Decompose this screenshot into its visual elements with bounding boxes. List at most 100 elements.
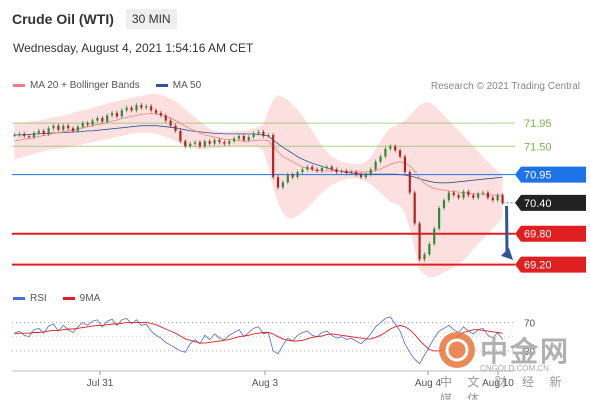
candle-body <box>76 126 79 131</box>
candle-body <box>140 105 143 108</box>
candle-body <box>242 136 245 141</box>
candle-body <box>423 254 426 260</box>
candle-body <box>452 192 455 196</box>
main-legend: MA 20 + Bollinger Bands MA 50 <box>13 80 217 91</box>
ma20-line <box>14 112 503 196</box>
candle-body <box>350 172 353 174</box>
candle-body <box>174 125 177 131</box>
level-tag-69.80 <box>515 225 586 242</box>
candle-body <box>110 112 114 116</box>
rsi-legend: RSI 9MA <box>13 293 116 304</box>
candle-body <box>315 169 319 171</box>
watermark-coin-icon <box>439 332 475 368</box>
candle-body <box>203 141 206 147</box>
candle-body <box>159 112 162 116</box>
candle-body <box>364 174 367 178</box>
legend-rsi-ma: 9MA <box>62 293 101 304</box>
candle-body <box>193 142 197 144</box>
rsi-level-label-30: 30 <box>524 347 536 358</box>
candle-body <box>467 191 470 196</box>
watermark-coin-ring <box>445 338 469 362</box>
candle-body <box>232 138 236 142</box>
candle-body <box>145 106 148 108</box>
candle-body <box>384 148 387 157</box>
legend-ma50: MA 50 <box>155 80 202 91</box>
candle-body <box>57 125 60 130</box>
watermark-url: CNGOLD.COM.CN <box>480 364 549 373</box>
candle-body <box>198 142 202 147</box>
level-tag-69.20 <box>515 256 586 273</box>
candle-body <box>125 107 128 111</box>
legend-ma20: MA 20 + Bollinger Bands <box>13 80 140 91</box>
candle-body <box>67 125 70 129</box>
candle-body <box>27 136 31 138</box>
x-tick-label: Aug 4 <box>415 378 442 389</box>
candle-body <box>130 107 133 111</box>
candle-body <box>252 133 255 138</box>
candle-body <box>428 244 431 255</box>
candle-body <box>325 166 328 168</box>
level-label-71.95: 71.95 <box>524 118 552 130</box>
candle-body <box>47 128 50 134</box>
candle-body <box>408 172 411 193</box>
level-label-71.50: 71.50 <box>524 141 552 153</box>
x-tick-label: Jul 31 <box>87 378 114 389</box>
candle-body <box>13 134 16 136</box>
candle-body <box>276 177 280 188</box>
candle-body <box>330 166 333 170</box>
candle-body <box>413 192 416 224</box>
legend-swatch-ma20 <box>13 84 25 87</box>
candle-body <box>23 133 26 136</box>
forecast-arrow-head <box>501 247 513 260</box>
candle-body <box>472 195 475 198</box>
candle-body <box>374 161 377 170</box>
instrument-title: Crude Oil (WTI) <box>12 11 114 27</box>
candle-body <box>184 141 187 147</box>
rsi-level-label-70: 70 <box>524 319 536 330</box>
candle-body <box>286 174 289 183</box>
legend-label-rsi-ma: 9MA <box>79 293 101 304</box>
candle-body <box>398 150 402 157</box>
legend-label-ma20: MA 20 + Bollinger Bands <box>30 80 140 91</box>
candle-body <box>237 136 241 139</box>
candle-body <box>42 130 45 134</box>
candle-body <box>311 166 314 170</box>
x-tick-label: Aug 10 <box>482 378 514 389</box>
candle-body <box>433 228 436 244</box>
candle-body <box>179 130 182 142</box>
watermark-logo-text: 中金网 <box>480 336 571 367</box>
candle-body <box>438 208 441 229</box>
legend-label-rsi: RSI <box>30 293 47 304</box>
candle-body <box>369 169 372 175</box>
candle-body <box>101 118 104 122</box>
watermark-tagline: 中 文 财 经 新 媒 体 <box>440 375 568 400</box>
legend-swatch-rsi <box>13 297 25 300</box>
candle-body <box>62 125 65 130</box>
candle-body <box>223 142 226 144</box>
candle-body <box>335 169 338 172</box>
candle-body <box>403 156 407 172</box>
candle-body <box>291 174 294 178</box>
candle-body <box>477 193 480 198</box>
candle-body <box>189 143 192 147</box>
candle-body <box>272 134 275 178</box>
candle-body <box>262 131 265 136</box>
candle-body <box>169 120 172 126</box>
candle-body <box>37 130 40 133</box>
candle-body <box>447 192 450 201</box>
candle-body <box>164 115 167 121</box>
candle-body <box>320 167 324 171</box>
candle-body <box>18 133 21 135</box>
level-label-69.20: 69.20 <box>524 260 552 272</box>
candle-body <box>228 141 231 144</box>
candle-body <box>257 131 260 134</box>
candle-body <box>135 105 138 111</box>
legend-label-ma50: MA 50 <box>172 80 202 91</box>
rsi-line <box>14 316 503 365</box>
candle-body <box>394 146 397 151</box>
candle-body <box>81 123 84 127</box>
level-label-70.40: 70.40 <box>524 198 552 210</box>
candle-body <box>106 115 109 122</box>
timeframe-badge[interactable]: 30 MIN <box>125 9 177 29</box>
